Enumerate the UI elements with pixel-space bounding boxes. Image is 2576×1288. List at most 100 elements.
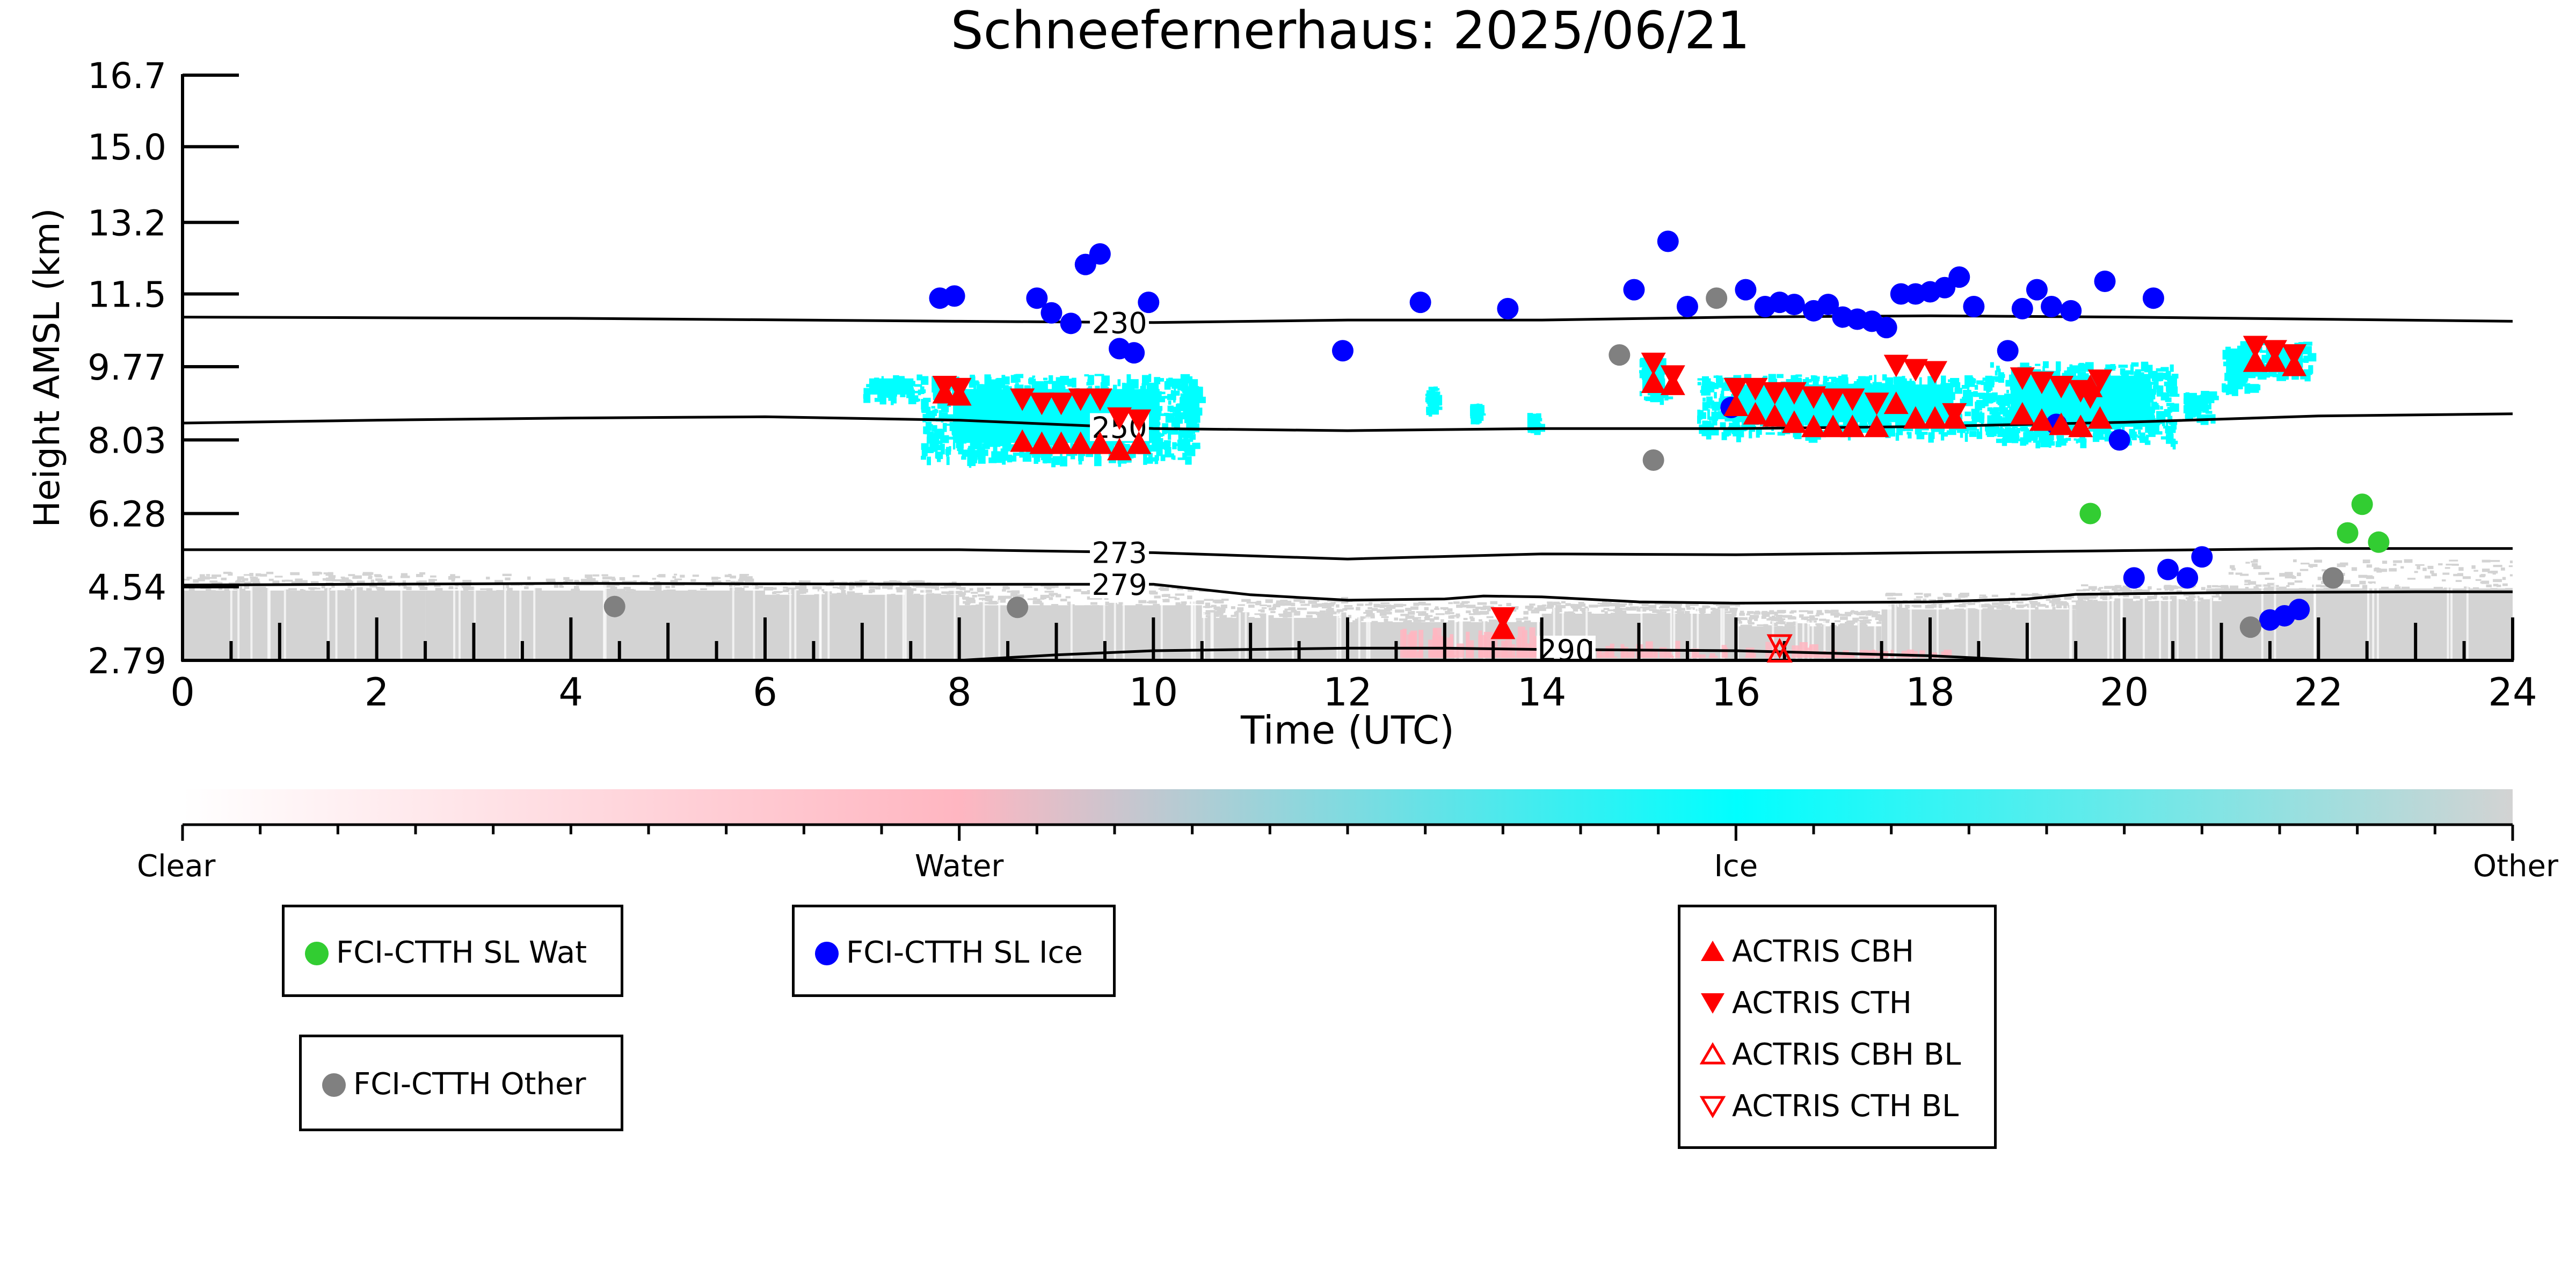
other-cloud-speck — [369, 585, 377, 588]
ice-cloud-speck — [1181, 439, 1190, 449]
other-cloud-gap — [1673, 608, 1676, 660]
ice-cloud-speck — [2024, 384, 2031, 390]
other-cloud-speck — [2280, 574, 2289, 577]
other-cloud-speck — [1204, 599, 1214, 601]
ice-cloud-speck — [2086, 362, 2091, 372]
legend-other: FCI-CTTH Other — [299, 1035, 623, 1131]
ice-cloud-speck — [881, 376, 884, 380]
other-cloud-speck — [347, 584, 352, 588]
ice-cloud-speck — [1721, 390, 1724, 397]
other-cloud-speck — [1270, 610, 1276, 614]
ice-cloud-speck — [888, 380, 893, 388]
ice-cloud-speck — [2303, 341, 2312, 346]
other-cloud-speck — [1285, 602, 1290, 606]
ice-cloud-speck — [1831, 377, 1835, 385]
ice-cloud-speck — [1144, 394, 1152, 398]
other-cloud-speck — [622, 580, 631, 583]
cth-marker — [1010, 388, 1035, 411]
ice-cloud-speck — [941, 435, 949, 443]
ice-cloud-speck — [931, 406, 935, 409]
other-cloud-speck — [887, 586, 893, 588]
ice-cloud-speck — [1158, 433, 1163, 437]
other-cloud-speck — [1284, 608, 1291, 611]
ice-cloud-speck — [2109, 376, 2112, 387]
other-cloud-speck — [1264, 615, 1274, 618]
other-cloud-speck — [494, 580, 504, 583]
other-cloud-speck — [1241, 599, 1251, 602]
x-tick-label: 0 — [170, 670, 195, 715]
other-cloud-speck — [2368, 581, 2376, 584]
ice-cloud-speck — [1945, 383, 1952, 385]
other-cloud-speck — [1660, 605, 1670, 608]
other-cloud-speck — [1676, 603, 1681, 606]
ice-cloud-speck — [885, 380, 891, 383]
other-cloud-speck — [998, 595, 1006, 600]
other-cloud-speck — [743, 586, 749, 588]
ice-cloud-speck — [1130, 386, 1133, 390]
other-cloud-speck — [739, 574, 747, 578]
other-cloud-speck — [419, 586, 428, 590]
ice-cloud-speck — [2109, 417, 2118, 422]
other-cloud-speck — [1327, 603, 1334, 607]
ice-cloud-speck — [1003, 385, 1009, 391]
ice-cloud-speck — [979, 411, 986, 414]
other-cloud-speck — [1073, 589, 1081, 592]
ice-cloud-speck — [1929, 380, 1931, 388]
other-cloud-speck — [1722, 608, 1729, 611]
other-cloud-speck — [2153, 594, 2158, 598]
ice-cloud-speck — [1946, 430, 1956, 435]
other-cloud-speck — [1588, 612, 1592, 616]
other-cloud-speck — [1410, 606, 1418, 610]
ice-cloud-speck — [1174, 410, 1181, 419]
other-cloud-speck — [977, 588, 984, 593]
other-cloud-speck — [1010, 593, 1017, 596]
ice-cloud-speck — [2252, 373, 2258, 377]
other-cloud-speck — [1660, 609, 1668, 612]
ice-cloud-speck — [941, 443, 945, 455]
ice-cloud-speck — [1700, 390, 1707, 393]
ice-cloud-speck — [952, 433, 958, 438]
other-cloud-gap — [1795, 621, 1798, 660]
other-cloud-speck — [1857, 612, 1865, 616]
other-cloud-speck — [1712, 608, 1719, 612]
other-cloud-speck — [1769, 612, 1778, 615]
other-cloud-speck — [1382, 612, 1392, 615]
other-cloud-speck — [1027, 598, 1036, 600]
ice-cloud-speck — [987, 427, 997, 434]
other-cloud-speck — [1553, 608, 1559, 611]
water-cloud-column — [1643, 656, 1651, 658]
other-cloud-speck — [1479, 619, 1482, 622]
ice-cloud-speck — [1909, 379, 1912, 383]
other-cloud-speck — [1777, 610, 1786, 613]
ice-cloud-speck — [898, 384, 901, 394]
other-cloud-speck — [257, 586, 266, 589]
other-cloud-speck — [2032, 593, 2039, 597]
other-cloud-speck — [1377, 609, 1380, 613]
other-cloud-speck — [1699, 610, 1706, 614]
other-cloud-speck — [1782, 615, 1793, 618]
ice-cloud-speck — [2287, 357, 2293, 362]
other-cloud-speck — [308, 587, 317, 590]
ice-cloud-speck — [2099, 437, 2108, 440]
other-cloud-speck — [1620, 608, 1629, 610]
ice-cloud-speck — [1983, 392, 1992, 404]
ice-cloud-speck — [2028, 377, 2032, 386]
water-cloud-column — [1903, 657, 1908, 658]
ice-cloud-speck — [1472, 407, 1479, 414]
water-cloud-column — [1814, 651, 1820, 658]
other-cloud-speck — [1104, 598, 1109, 600]
other-cloud-speck — [1283, 610, 1288, 614]
other-cloud-speck — [1740, 624, 1749, 628]
ice-cloud-speck — [2205, 411, 2213, 414]
other-cloud-gap — [1857, 621, 1860, 660]
other-cloud-speck — [2245, 587, 2249, 589]
cbh-marker — [2243, 349, 2268, 372]
other-cloud-speck — [1327, 614, 1333, 617]
colorbar-gradient — [183, 789, 2513, 825]
other-cloud-speck — [1114, 604, 1122, 608]
other-cloud-speck — [1768, 625, 1772, 628]
other-cloud-gap — [2377, 583, 2379, 660]
ice-cloud-speck — [1971, 417, 1976, 424]
other-cloud-speck — [2255, 584, 2263, 587]
other-cloud-speck — [563, 577, 570, 580]
